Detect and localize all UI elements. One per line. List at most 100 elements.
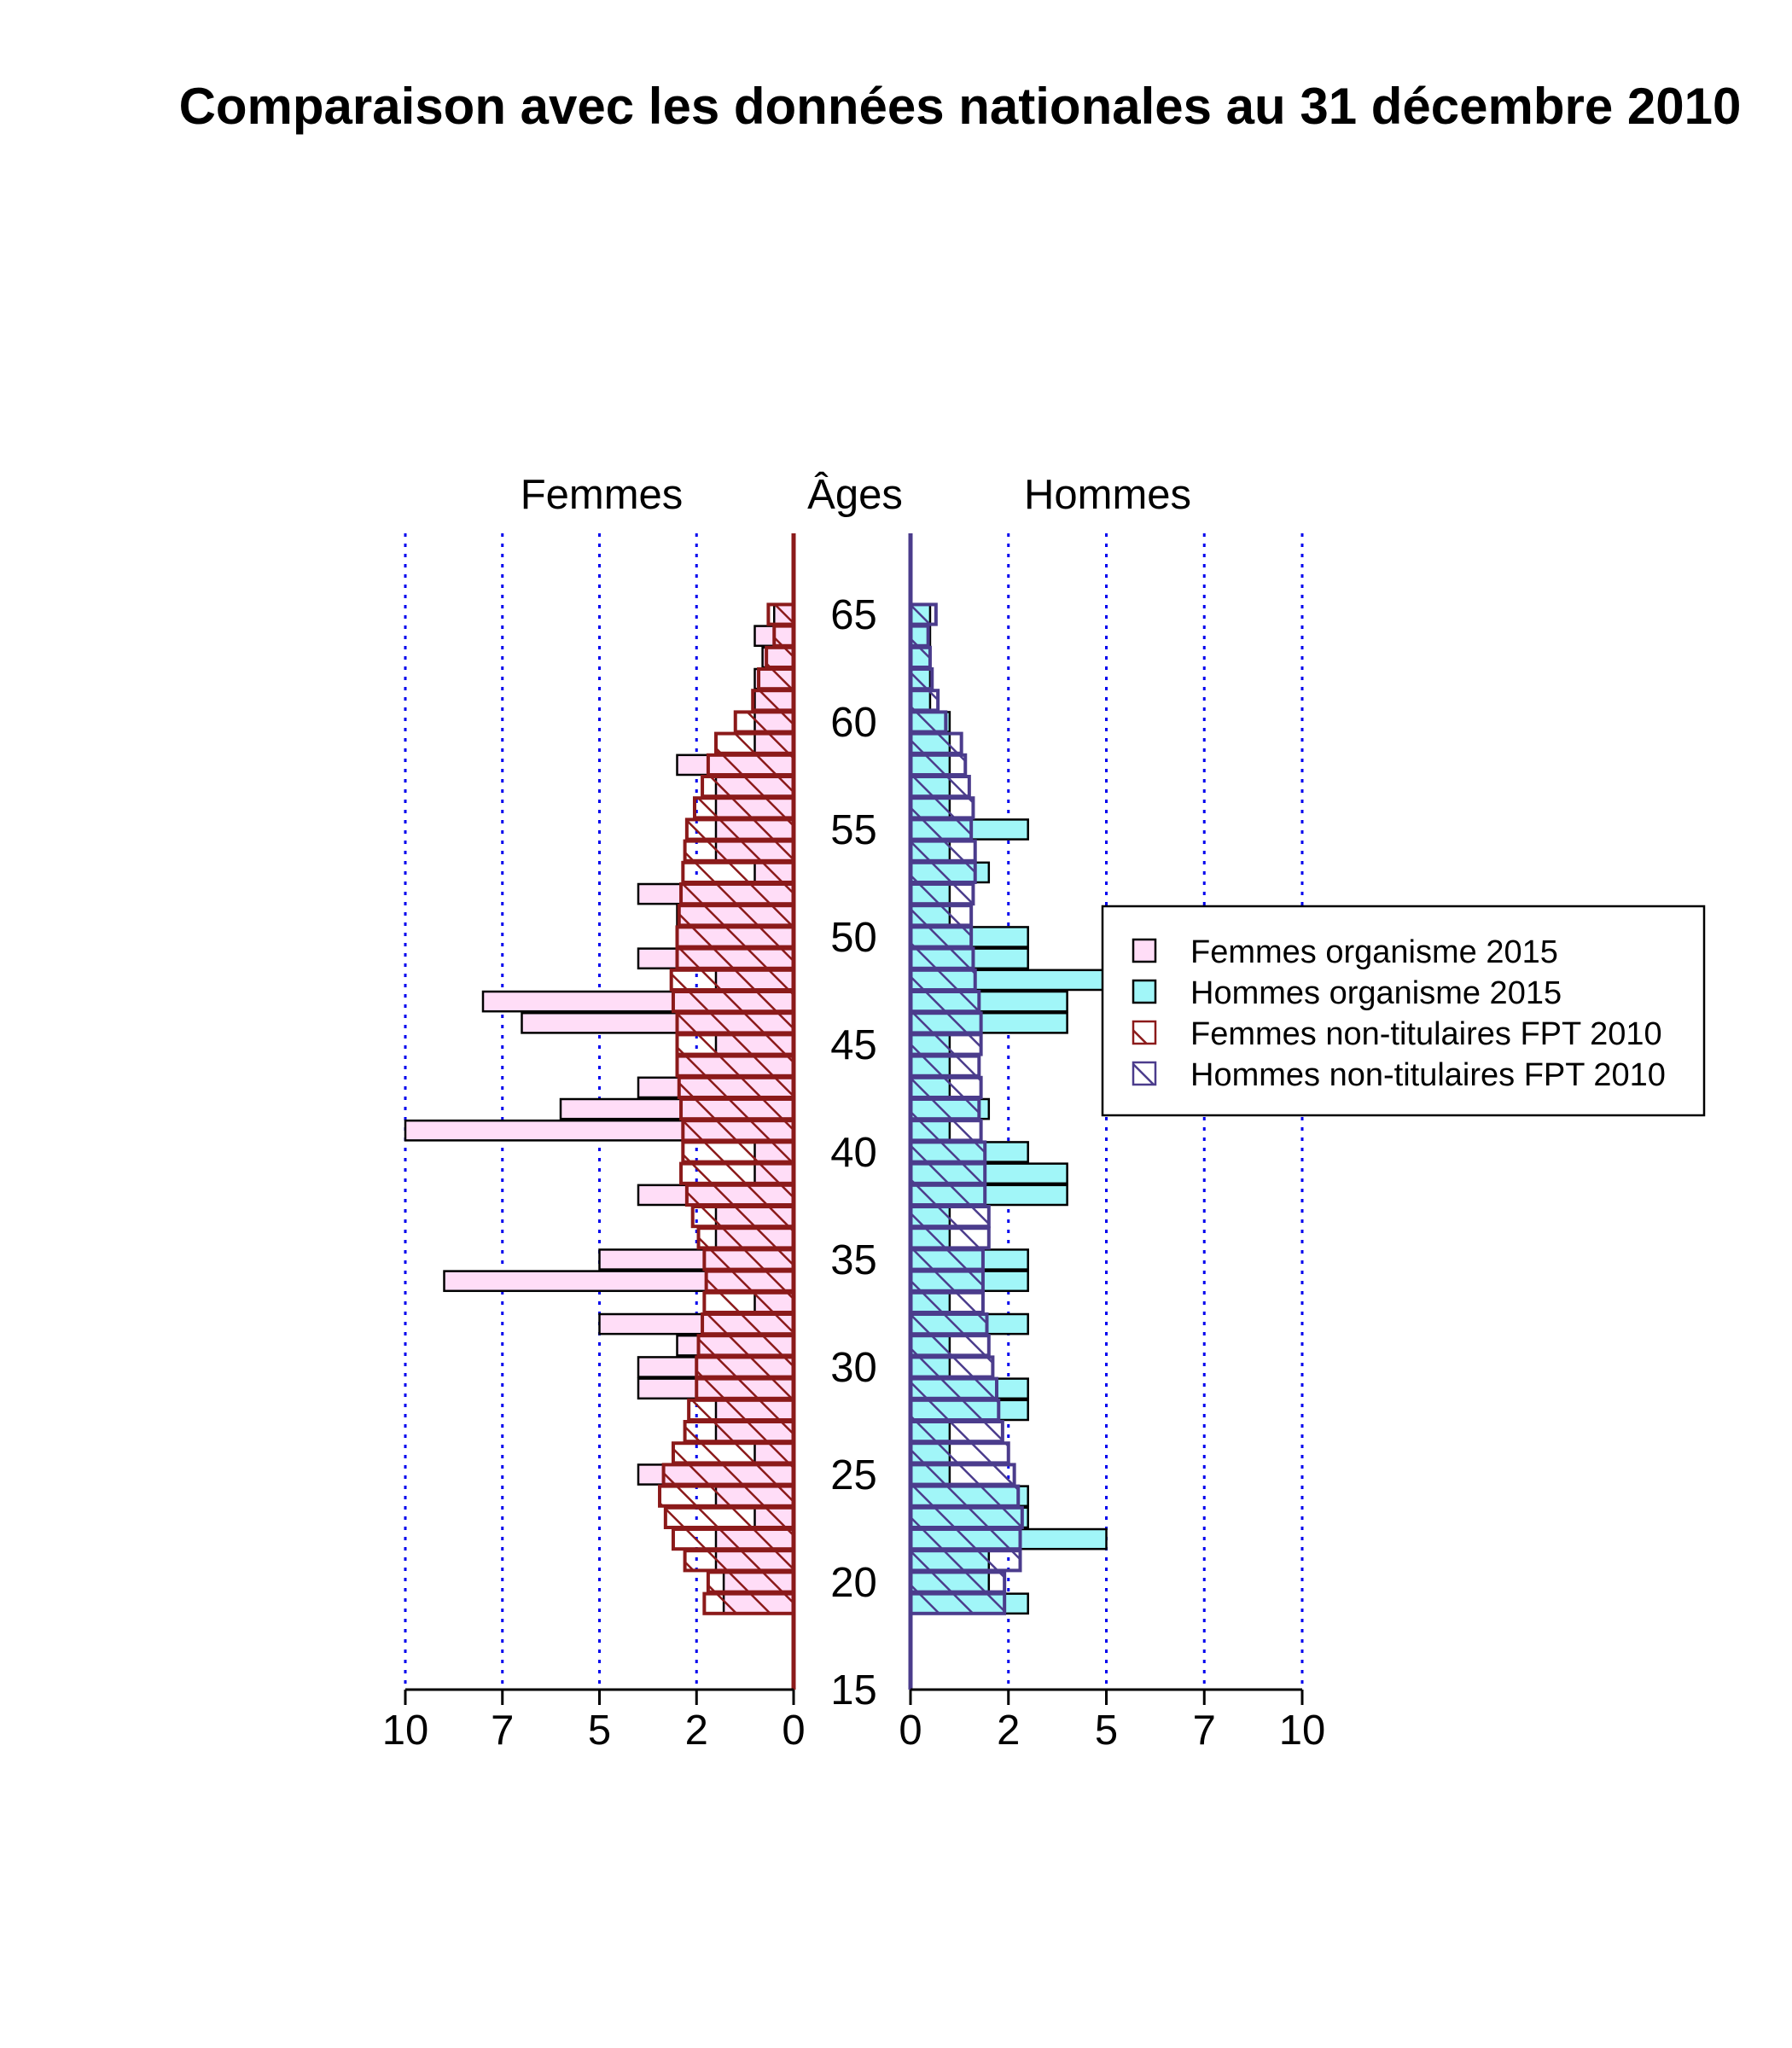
bar-hommes-non-titulaires [909,710,948,734]
bar-femmes-non-titulaires [681,860,796,884]
bar-hommes-non-titulaires [909,796,975,820]
bar-femmes-non-titulaires [669,968,795,992]
bar-hommes-non-titulaires [909,1549,1022,1573]
bar-femmes-non-titulaires [702,1290,795,1314]
x-tick-label-left: 5 [588,1708,611,1754]
bar-hommes-non-titulaires [909,1463,1016,1487]
bar-hommes-non-titulaires [909,1290,985,1314]
bar-femmes-non-titulaires [702,1591,795,1615]
bar-hommes-non-titulaires [909,1054,981,1078]
bar-hommes-non-titulaires [909,1570,1007,1594]
bar-femmes-non-titulaires [696,1334,796,1358]
bar-femmes-non-titulaires [675,1054,795,1078]
bar-femmes-non-titulaires [772,624,795,648]
bar-hommes-non-titulaires [909,1140,987,1164]
bar-femmes-non-titulaires [714,731,795,755]
bar-hommes-non-titulaires [909,1398,1001,1422]
plot-area: 0 02 25 57 710 101520253035404550556065Femmes… [382,472,1706,1754]
bar-hommes-non-titulaires [909,839,977,863]
age-tick-label: 55 [830,807,877,853]
bar-femmes-non-titulaires [679,1097,795,1121]
bar-femmes-non-titulaires [683,1549,795,1573]
age-tick-label: 65 [830,592,877,638]
legend-swatch [1132,1020,1157,1045]
bar-hommes-non-titulaires [909,925,974,949]
bar-hommes-non-titulaires [909,1226,991,1250]
bar-femmes-non-titulaires [690,1205,796,1229]
legend-swatch [1132,1061,1157,1086]
bar-hommes-non-titulaires [909,1484,1021,1508]
bar-femmes-non-titulaires [675,946,795,970]
hommes-header: Hommes [1024,472,1191,518]
bar-femmes-non-titulaires [681,1119,796,1143]
bar-hommes-non-titulaires [909,1119,983,1143]
bar-femmes-non-titulaires [683,839,795,863]
legend-label: Femmes organisme 2015 [1190,934,1558,970]
bar-femmes-non-titulaires [751,689,795,713]
age-tick-label: 15 [830,1667,877,1713]
bar-femmes-non-titulaires [701,1312,796,1336]
x-tick-label-left: 0 [782,1708,805,1754]
bar-hommes-non-titulaires [909,1505,1024,1529]
bar-hommes-non-titulaires [909,1441,1010,1465]
bar-femmes-non-titulaires [757,667,795,691]
x-tick-label-right: 2 [997,1708,1020,1754]
bar-hommes-non-titulaires [909,1269,985,1293]
bar-femmes-non-titulaires [675,925,795,949]
bar-hommes-non-titulaires [909,689,940,713]
bar-femmes-non-titulaires [675,1033,795,1056]
bar-femmes-non-titulaires [679,882,795,906]
age-tick-label: 35 [830,1237,877,1283]
ages-header: Âges [807,472,903,518]
bar-femmes-non-titulaires [658,1484,796,1508]
x-tick-label-right: 7 [1193,1708,1216,1754]
age-tick-label: 60 [830,700,877,746]
legend-swatch [1132,979,1157,1004]
x-tick-label-left: 2 [685,1708,708,1754]
bar-hommes-non-titulaires [909,1355,995,1379]
bar-femmes-non-titulaires [695,1355,795,1379]
bar-hommes-non-titulaires [909,1420,1004,1444]
bar-femmes-non-titulaires [671,1527,796,1551]
bar-femmes-non-titulaires [679,1161,795,1185]
legend-label: Femmes non-titulaires FPT 2010 [1190,1016,1662,1052]
bar-femmes-non-titulaires [704,1269,795,1293]
legend-box [1101,905,1706,1117]
bar-hommes-non-titulaires [909,1334,991,1358]
bar-hommes-non-titulaires [909,1527,1022,1551]
bar-hommes-non-titulaires [909,1591,1007,1615]
femmes-header: Femmes [521,472,684,518]
bar-femmes-non-titulaires [687,1398,796,1422]
bar-hommes-non-titulaires [909,904,974,928]
bar-hommes-non-titulaires [909,1161,987,1185]
bar-femmes-non-titulaires [681,1140,796,1164]
bar-hommes-non-titulaires [909,1011,983,1035]
bar-hommes-non-titulaires [909,775,971,799]
bar-hommes-non-titulaires [909,1097,981,1121]
bar-femmes-non-titulaires [696,1226,796,1250]
legend-label: Hommes non-titulaires FPT 2010 [1190,1057,1666,1093]
bar-femmes-non-titulaires [677,1075,796,1099]
bar-femmes-non-titulaires [706,1570,796,1594]
x-tick-label-right: 0 [899,1708,922,1754]
bar-femmes-non-titulaires [766,602,795,626]
bar-femmes-non-titulaires [677,904,796,928]
bar-femmes-non-titulaires [733,710,795,734]
bar-hommes-non-titulaires [909,946,975,970]
bar-hommes-non-titulaires [909,645,932,669]
bar-hommes-non-titulaires [909,1205,991,1229]
age-tick-label: 30 [830,1345,877,1391]
age-tick-label: 40 [830,1130,877,1176]
x-tick-label-left: 7 [491,1708,514,1754]
age-tick-label: 45 [830,1022,877,1068]
age-tick-label: 25 [830,1452,877,1498]
bar-hommes-non-titulaires [909,968,977,992]
age-tick-label: 20 [830,1560,877,1606]
bar-femmes-non-titulaires [683,1420,795,1444]
bar-femmes-non-titulaires [675,1011,795,1035]
bar-femmes-non-titulaires [702,1248,795,1271]
bar-hommes-non-titulaires [909,667,934,691]
bar-hommes-non-titulaires [909,1075,983,1099]
bar-hommes-non-titulaires [909,624,930,648]
